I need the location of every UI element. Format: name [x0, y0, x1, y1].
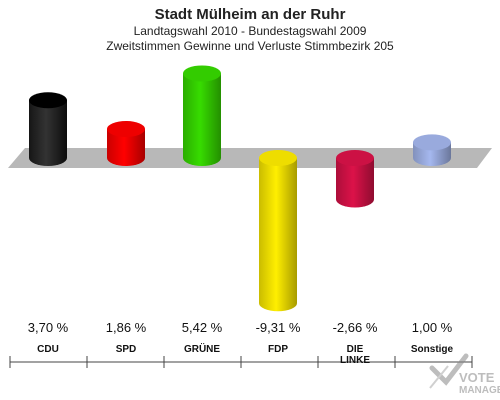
bar-top-cap-die-linke — [336, 150, 374, 166]
bar-bottom-cap-die-linke — [336, 191, 374, 208]
bar-body-grüne — [183, 73, 221, 158]
value-labels-group: 3,70 % 1,86 % 5,42 % -9,31 % -2,66 % 1,00 % — [28, 320, 453, 335]
bars-group — [29, 65, 451, 312]
ballot-check-icon — [429, 353, 469, 389]
bar-top-cap-cdu — [29, 92, 67, 109]
bar-top-cap-sonstige — [413, 134, 451, 151]
category-axis — [9, 356, 473, 368]
bar-bottom-cap-grüne — [183, 150, 221, 166]
value-label-fdp: -9,31 % — [256, 320, 301, 335]
bar-bottom-cap-fdp — [259, 295, 297, 312]
bar-body-cdu — [29, 100, 67, 158]
chart-title: Stadt Mülheim an der Ruhr — [155, 6, 346, 23]
bar-fdp — [259, 150, 297, 312]
bar-top-cap-spd — [107, 120, 145, 137]
category-label-die-linke: DIE LINKE — [340, 344, 370, 366]
bar-top-cap-fdp — [259, 150, 297, 166]
bar-spd — [107, 120, 145, 166]
value-label-spd: 1,86 % — [106, 320, 147, 335]
value-label-die-linke: -2,66 % — [333, 320, 378, 335]
watermark: VOTE MANAGER — [429, 353, 500, 396]
bar-bottom-cap-sonstige — [413, 150, 451, 166]
value-label-cdu: 3,70 % — [28, 320, 69, 335]
category-label-cdu: CDU — [37, 344, 59, 355]
bar-body-fdp — [259, 158, 297, 304]
category-label-grüne: GRÜNE — [184, 342, 220, 355]
bar-grüne — [183, 65, 221, 166]
bar-cdu — [29, 92, 67, 166]
value-label-sonstige: 1,00 % — [412, 320, 453, 335]
bar-top-cap-grüne — [183, 65, 221, 82]
bar-bottom-cap-spd — [107, 150, 145, 166]
watermark-line1: VOTE — [459, 370, 495, 385]
category-labels-group: CDU SPD GRÜNE FDP DIE LINKE Sonstige — [37, 342, 453, 366]
category-label-fdp: FDP — [268, 344, 288, 355]
value-label-grüne: 5,42 % — [182, 320, 223, 335]
chart-subtitle-1: Landtagswahl 2010 - Bundestagswahl 2009 — [134, 24, 367, 38]
chart-subtitle-2: Zweitstimmen Gewinne und Verluste Stimmb… — [106, 39, 394, 53]
bar-sonstige — [413, 134, 451, 166]
category-label-spd: SPD — [116, 344, 137, 355]
bar-die-linke — [336, 150, 374, 208]
category-label-sonstige: Sonstige — [411, 344, 454, 355]
bar-bottom-cap-cdu — [29, 150, 67, 166]
watermark-line2: MANAGER — [459, 385, 500, 396]
